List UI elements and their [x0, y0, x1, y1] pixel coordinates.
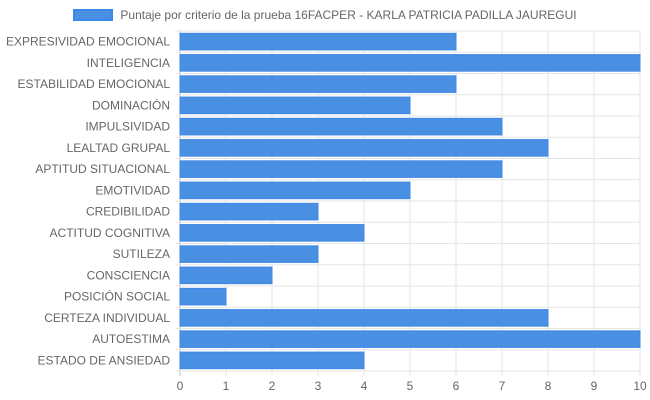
- y-tick-label: CONSCIENCIA: [87, 268, 170, 282]
- x-tick-label: 1: [223, 379, 230, 393]
- legend-swatch: [73, 9, 114, 21]
- bar: [179, 351, 365, 370]
- x-tick-label: 2: [269, 379, 276, 393]
- y-tick-label: ESTADO DE ANSIEDAD: [38, 353, 171, 367]
- y-tick-label: CREDIBILIDAD: [86, 205, 170, 219]
- bar: [179, 266, 273, 285]
- bar: [179, 54, 641, 72]
- bar: [179, 139, 549, 157]
- x-tick-label: 10: [633, 379, 647, 393]
- y-tick-label: ACTITUD COGNITIVA: [50, 226, 170, 240]
- bar: [179, 75, 457, 93]
- y-tick-label: SUTILEZA: [113, 247, 170, 261]
- bar: [179, 181, 411, 200]
- legend-label: Puntaje por criterio de la prueba 16FACP…: [120, 8, 577, 22]
- bar: [179, 96, 411, 115]
- y-tick-label: DOMINACIÓN: [92, 97, 170, 112]
- x-tick-label: 7: [499, 379, 506, 393]
- y-tick-label: APTITUD SITUACIONAL: [35, 162, 170, 176]
- x-tick-label: 4: [361, 379, 368, 393]
- y-tick-label: LEALTAD GRUPAL: [67, 141, 171, 155]
- bar: [179, 202, 319, 221]
- bar: [179, 160, 503, 178]
- bar: [179, 117, 503, 136]
- bar: [179, 245, 319, 263]
- y-tick-label: EMOTIVIDAD: [95, 183, 170, 197]
- bar: [179, 330, 641, 348]
- bar: [179, 224, 365, 242]
- x-tick-label: 9: [591, 379, 598, 393]
- x-tick-label: 0: [177, 379, 184, 393]
- x-tick-label: 8: [545, 379, 552, 393]
- x-tick-label: 6: [453, 379, 460, 393]
- y-tick-label: ESTABILIDAD EMOCIONAL: [18, 77, 171, 91]
- y-axis-labels: EXPRESIVIDAD EMOCIONAL INTELIGENCIA ESTABI…: [6, 35, 170, 368]
- x-tick-label: 3: [315, 379, 322, 393]
- y-tick-label: CERTEZA INDIVIDUAL: [44, 311, 170, 325]
- y-tick-label: EXPRESIVIDAD EMOCIONAL: [6, 35, 170, 49]
- bar: [179, 32, 457, 51]
- y-tick-label: POSICIÓN SOCIAL: [64, 289, 170, 304]
- x-tick-label: 5: [407, 379, 414, 393]
- y-tick-label: INTELIGENCIA: [87, 56, 170, 70]
- chart-bars: [179, 32, 641, 370]
- x-axis-labels: 0 1 2 3 4 5 6 7 8 9 10: [177, 379, 647, 393]
- bar: [179, 309, 549, 327]
- chart-legend[interactable]: Puntaje por criterio de la prueba 16FACP…: [0, 5, 650, 25]
- y-tick-label: AUTOESTIMA: [92, 332, 170, 346]
- y-tick-label: IMPULSIVIDAD: [85, 120, 170, 134]
- bar: [179, 287, 227, 306]
